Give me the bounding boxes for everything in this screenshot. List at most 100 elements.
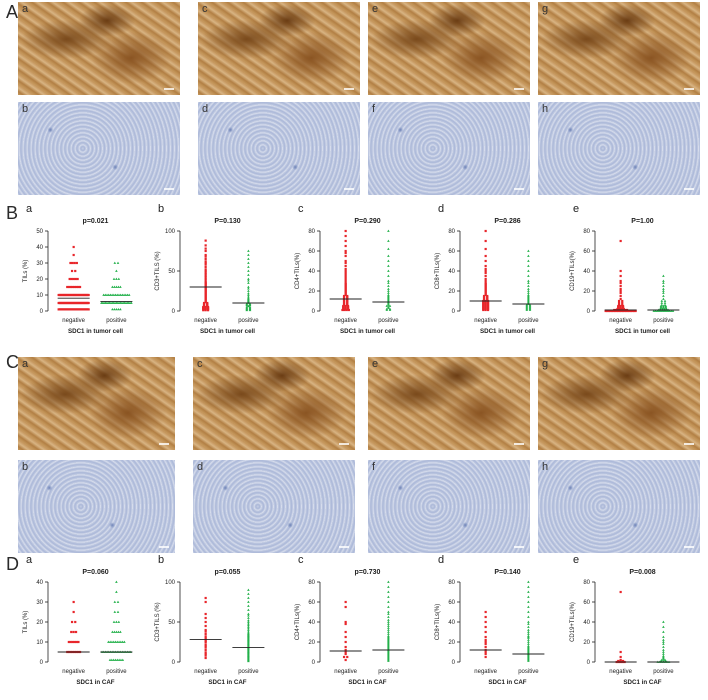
x-category-label: positive: [378, 318, 399, 324]
x-category-label: negative: [62, 318, 85, 324]
data-point: [484, 652, 487, 656]
y-tick-label: 30: [36, 600, 43, 606]
data-point: [609, 309, 612, 313]
data-point: [387, 281, 390, 284]
data-point: [115, 269, 118, 272]
plot-title: p=0.730: [355, 569, 381, 576]
y-tick-label: 10: [36, 293, 43, 299]
data-point: [662, 289, 665, 292]
data-point: [662, 648, 665, 651]
micrograph-label: e: [372, 3, 379, 15]
y-tick-label: 20: [583, 640, 590, 646]
data-point: [113, 630, 116, 633]
data-point: [247, 265, 250, 268]
data-point: [247, 295, 250, 298]
data-point: [121, 640, 124, 643]
data-point: [204, 277, 207, 281]
data-point: [115, 640, 119, 643]
micrograph-e: e: [368, 2, 530, 95]
micrograph-e: e: [368, 357, 530, 450]
data-point: [115, 308, 118, 311]
y-tick-label: 0: [452, 660, 456, 666]
data-point: [70, 620, 74, 624]
x-axis-label: SDC1 in CAF: [208, 679, 246, 686]
data-point: [117, 658, 121, 661]
micrograph-b: b: [18, 102, 180, 195]
data-point: [110, 293, 114, 296]
data-point: [671, 309, 675, 312]
data-point: [654, 309, 657, 312]
scatter-plot-b-e: e P=1.00 0 20 40 60 80 CD19+TILs(%) negative posi…: [565, 203, 700, 343]
data-point: [73, 285, 76, 289]
data-point: [344, 249, 347, 253]
x-category-label: negative: [334, 318, 357, 324]
data-point: [344, 648, 347, 652]
data-point: [344, 244, 347, 248]
data-point: [117, 620, 121, 623]
data-point: [527, 628, 530, 631]
y-tick-label: 60: [448, 600, 455, 606]
data-point: [78, 285, 82, 289]
data-point: [112, 640, 116, 643]
data-point: [662, 630, 665, 633]
data-point: [204, 651, 207, 654]
y-axis-label: CD4+TILs(%): [295, 604, 301, 641]
section-label-a: A: [6, 2, 19, 22]
data-point: [344, 234, 347, 238]
data-point: [119, 630, 122, 633]
data-point: [111, 285, 114, 288]
data-point: [204, 654, 207, 657]
data-point: [71, 640, 74, 644]
data-point: [74, 620, 77, 624]
plot-panel-letter: d: [438, 203, 445, 215]
data-point: [247, 620, 250, 623]
data-point: [107, 640, 110, 643]
data-point: [115, 293, 119, 296]
y-tick-label: 20: [36, 620, 43, 626]
section-label-b: B: [6, 203, 19, 223]
data-point: [67, 285, 71, 289]
data-point: [387, 628, 390, 631]
data-point: [527, 632, 530, 635]
y-tick-label: 40: [308, 620, 315, 626]
y-tick-label: 60: [308, 249, 315, 255]
data-point: [247, 253, 250, 256]
scatter-svg: P=0.008 0 20 40 60 80 CD19+TILs(%) negative posi…: [570, 569, 680, 686]
scatter-svg: P=0.060 0 10 20 30 40 TILs (%) negative positive…: [23, 569, 133, 686]
data-point: [75, 640, 78, 644]
y-axis-label: TILs (%): [23, 260, 29, 283]
y-tick-label: 40: [36, 580, 43, 586]
data-point: [484, 308, 487, 312]
data-point: [484, 267, 487, 271]
data-point: [666, 309, 670, 312]
data-point: [387, 580, 390, 583]
x-category-label: positive: [518, 669, 539, 675]
data-point: [527, 580, 530, 583]
data-point: [105, 293, 109, 296]
data-point: [484, 239, 487, 243]
y-tick-label: 80: [308, 580, 315, 586]
data-point: [527, 625, 530, 628]
x-category-label: negative: [194, 318, 217, 324]
y-tick-label: 60: [583, 600, 590, 606]
data-point: [634, 309, 637, 313]
data-point: [247, 628, 250, 631]
data-point: [619, 279, 622, 283]
y-tick-label: 20: [448, 640, 455, 646]
data-point: [114, 640, 117, 643]
data-point: [623, 309, 626, 313]
data-point: [617, 299, 621, 303]
y-tick-label: 40: [583, 620, 590, 626]
data-point: [387, 247, 390, 250]
data-point: [607, 309, 610, 313]
plot-panel-letter: a: [26, 203, 33, 215]
data-point: [117, 308, 120, 311]
data-point: [662, 652, 665, 655]
data-point: [662, 635, 665, 638]
y-axis-label: CD3+TILS (%): [155, 602, 161, 641]
data-point: [619, 655, 622, 659]
data-point: [113, 308, 116, 311]
data-point: [344, 635, 347, 639]
x-axis-label: SDC1 in CAF: [623, 679, 661, 686]
plot-panel-letter: c: [298, 554, 304, 566]
